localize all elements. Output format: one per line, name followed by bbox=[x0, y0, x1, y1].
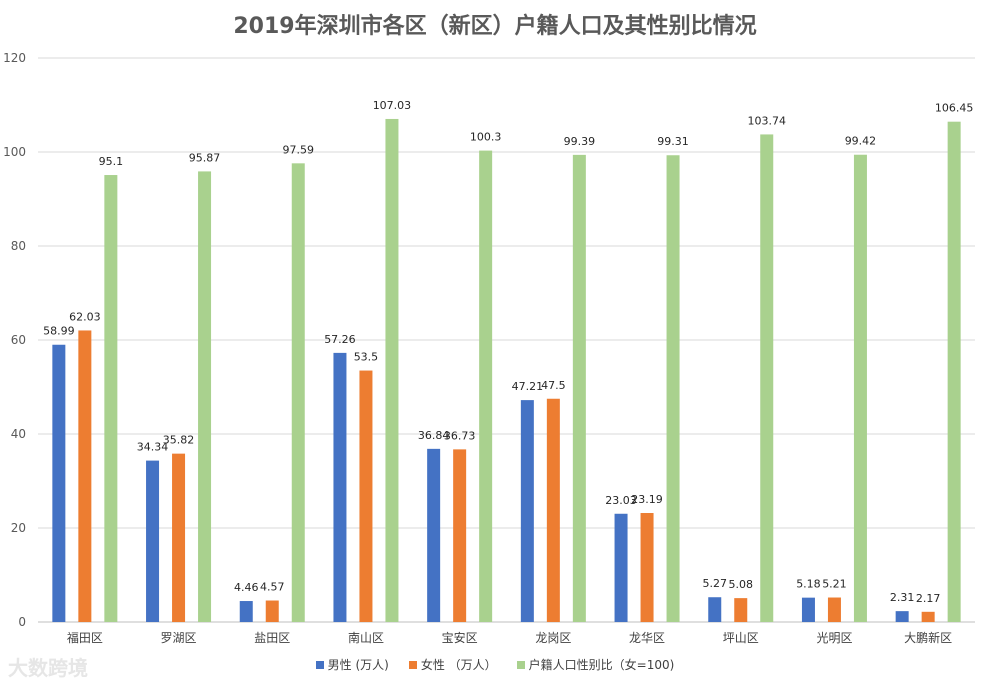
data-label: 4.46 bbox=[234, 581, 259, 594]
bar-sex-ratio bbox=[198, 171, 212, 622]
data-label: 99.42 bbox=[845, 135, 877, 148]
data-label: 62.03 bbox=[69, 310, 101, 323]
data-label: 5.08 bbox=[729, 578, 754, 591]
legend-label: 男性 (万人) bbox=[327, 658, 389, 672]
bar-female bbox=[453, 449, 467, 622]
data-label: 36.84 bbox=[418, 429, 450, 442]
data-label: 34.34 bbox=[137, 441, 169, 454]
x-category-label: 盐田区 bbox=[254, 631, 290, 645]
bar-sex-ratio bbox=[853, 154, 867, 622]
data-label: 95.1 bbox=[99, 155, 124, 168]
bar-sex-ratio bbox=[479, 150, 493, 622]
data-label: 23.19 bbox=[631, 493, 663, 506]
bar-female bbox=[78, 330, 92, 622]
data-label: 5.21 bbox=[822, 578, 847, 591]
y-tick-label: 60 bbox=[11, 333, 26, 347]
bar-male bbox=[52, 344, 66, 622]
bar-male bbox=[239, 601, 253, 622]
data-label: 97.59 bbox=[283, 143, 315, 156]
data-label: 100.3 bbox=[470, 131, 502, 144]
x-category-label: 龙华区 bbox=[629, 631, 665, 645]
legend-label: 户籍人口性别比（女=100) bbox=[528, 658, 675, 672]
x-category-label: 宝安区 bbox=[442, 630, 478, 645]
bar-sex-ratio bbox=[291, 163, 305, 622]
data-label: 35.82 bbox=[163, 434, 195, 447]
y-tick-label: 80 bbox=[11, 239, 26, 253]
data-label: 58.99 bbox=[43, 325, 75, 338]
legend-swatch bbox=[516, 660, 525, 669]
x-category-label: 罗湖区 bbox=[161, 630, 197, 645]
bar-sex-ratio bbox=[385, 118, 399, 623]
data-label: 107.03 bbox=[373, 99, 412, 112]
watermark-logo: 大数跨境 bbox=[8, 656, 88, 680]
x-category-label: 大鹏新区 bbox=[904, 630, 952, 645]
bar-female bbox=[640, 513, 654, 622]
bar-sex-ratio bbox=[947, 121, 961, 622]
bar-male bbox=[801, 597, 815, 622]
legend: 男性 (万人) 女性 （万人） 户籍人口性别比（女=100) bbox=[0, 656, 990, 673]
data-label: 47.21 bbox=[512, 380, 544, 393]
data-label: 99.39 bbox=[564, 135, 596, 148]
bar-sex-ratio bbox=[760, 134, 774, 622]
data-label: 4.57 bbox=[260, 581, 285, 594]
data-label: 5.27 bbox=[703, 577, 728, 590]
bar-male bbox=[895, 611, 909, 622]
data-label: 47.5 bbox=[541, 379, 566, 392]
legend-item: 户籍人口性别比（女=100) bbox=[516, 656, 675, 673]
bar-sex-ratio bbox=[666, 155, 680, 623]
bar-male bbox=[520, 400, 534, 622]
bar-male bbox=[614, 513, 628, 622]
legend-swatch bbox=[408, 660, 417, 669]
bar-female bbox=[265, 600, 279, 622]
data-label: 106.45 bbox=[935, 102, 974, 115]
data-label: 57.26 bbox=[324, 333, 356, 346]
legend-item: 女性 （万人） bbox=[408, 656, 497, 673]
bar-female bbox=[172, 453, 186, 622]
data-label: 99.31 bbox=[657, 135, 689, 148]
bar-female bbox=[734, 598, 748, 622]
bar-male bbox=[333, 352, 347, 622]
bar-sex-ratio bbox=[572, 154, 586, 622]
y-tick-label: 120 bbox=[3, 51, 26, 65]
bar-sex-ratio bbox=[104, 175, 118, 622]
chart-title: 2019年深圳市各区（新区）户籍人口及其性别比情况 bbox=[233, 14, 757, 39]
x-category-label: 龙岗区 bbox=[535, 631, 571, 645]
data-label: 36.73 bbox=[444, 429, 476, 442]
bar-male bbox=[708, 597, 722, 622]
legend-label: 女性 （万人） bbox=[420, 658, 497, 672]
data-label: 103.74 bbox=[748, 114, 787, 127]
data-label: 95.87 bbox=[189, 151, 221, 164]
x-category-label: 坪山区 bbox=[723, 631, 759, 645]
bar-female bbox=[359, 370, 373, 622]
y-tick-label: 40 bbox=[11, 427, 26, 441]
bar-male bbox=[427, 448, 441, 622]
data-label: 2.31 bbox=[890, 591, 915, 604]
data-label: 53.5 bbox=[354, 351, 379, 364]
bar-female bbox=[827, 597, 841, 622]
data-label: 5.18 bbox=[796, 578, 821, 591]
y-tick-label: 100 bbox=[3, 145, 26, 159]
y-tick-label: 0 bbox=[18, 615, 26, 629]
bar-female bbox=[921, 611, 935, 622]
y-tick-label: 20 bbox=[11, 521, 26, 535]
data-label: 2.17 bbox=[916, 592, 941, 605]
data-label: 23.03 bbox=[605, 494, 637, 507]
x-category-label: 福田区 bbox=[67, 630, 103, 645]
x-category-label: 南山区 bbox=[348, 630, 384, 645]
bar-male bbox=[146, 460, 160, 622]
bar-female bbox=[546, 398, 560, 622]
legend-item: 男性 (万人) bbox=[315, 656, 389, 673]
legend-swatch bbox=[315, 660, 324, 669]
x-category-label: 光明区 bbox=[816, 631, 852, 645]
